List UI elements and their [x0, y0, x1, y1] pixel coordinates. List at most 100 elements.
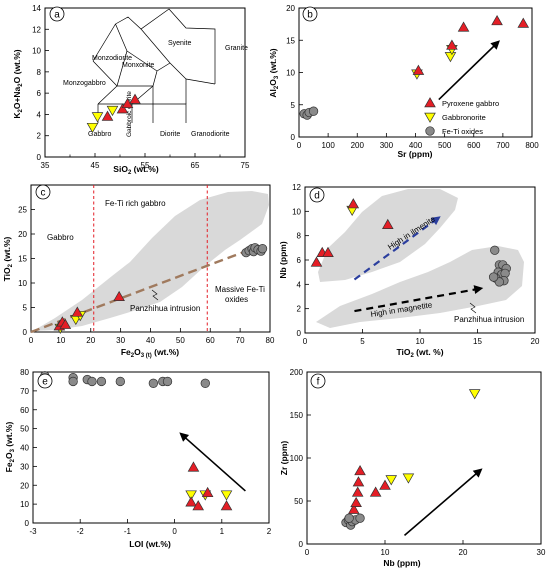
pyroxene-gabbro-point [113, 290, 125, 301]
legend-label: Fe-Ti oxides [442, 127, 483, 136]
y-tick-label: 100 [290, 454, 304, 463]
x-tick-label: 10 [381, 548, 390, 557]
pyroxene-gabbro-point [517, 17, 530, 28]
panel-badges: a b c d e f [35, 6, 326, 389]
panel-d-field-ilmenite [318, 189, 458, 282]
tas-label-granodiorite: Granodiorite [191, 131, 230, 138]
x-tick-label: 2 [267, 527, 272, 536]
y-tick-label: 0 [25, 519, 30, 528]
y-tick-label: 6 [297, 256, 302, 265]
x-tick-label: 80 [266, 336, 275, 345]
panel-a-axes: 35 45 55 65 75 0 2 4 6 8 10 12 14 [32, 4, 250, 170]
panel-a-ylabel: K2O+Na2O (wt.%) [12, 49, 24, 118]
panel-d-label-panzhihua: Panzhihua intrusion [454, 315, 524, 324]
x-tick-label: 30 [116, 336, 125, 345]
y-tick-label: 20 [286, 4, 295, 13]
x-tick-label: 30 [537, 548, 546, 557]
panel-c-axes: 0 10 20 30 40 50 60 70 80 0 5 10 15 20 25 [18, 206, 275, 346]
panel-a-points [86, 93, 141, 134]
legend-label: Pyroxene gabbro [442, 99, 499, 108]
panel-c-dividers [93, 185, 208, 332]
legend-label: Gabbronorite [442, 113, 486, 122]
pyroxene-gabbro-point [351, 486, 364, 497]
x-tick-label: -2 [77, 527, 85, 536]
pyroxene-gabbro-point [446, 39, 458, 50]
y-tick-label: 20 [18, 230, 27, 239]
x-tick-label: 20 [86, 336, 95, 345]
y-tick-label: 150 [290, 411, 304, 420]
trend-arrow-head [179, 432, 190, 442]
panel-a-frame [44, 7, 246, 158]
y-tick-label: 10 [292, 207, 301, 216]
panel-e-points [40, 371, 233, 511]
x-tick-label: 0 [172, 527, 177, 536]
x-tick-label: 100 [321, 141, 335, 150]
panel-badge-circle [37, 373, 53, 389]
panel-d-points [310, 198, 511, 287]
fe-ti-oxides-point [148, 378, 159, 388]
panel-e-frame [32, 371, 270, 524]
panel-d-field-magnetite [316, 246, 524, 328]
panel-b: 0 100 200 300 400 500 600 700 800 0 5 10 15 20 Pyroxe… [268, 4, 539, 159]
x-tick-label: 0 [297, 141, 302, 150]
x-tick-label: 65 [191, 161, 200, 170]
pyroxene-gabbro-point [457, 21, 470, 32]
panel-c-label-massive-fe-ti-1: Massive Fe-Ti [215, 285, 265, 294]
y-tick-label: 14 [32, 4, 41, 13]
x-tick-label: -1 [124, 527, 132, 536]
x-tick-label: 20 [531, 337, 540, 346]
panel-f-ylabel: Zr (ppm) [279, 441, 289, 476]
x-tick-label: 200 [351, 141, 365, 150]
tas-label-gabbro: Gabbro [88, 131, 111, 138]
y-tick-label: 15 [286, 36, 295, 45]
panel-c-trend [30, 250, 247, 334]
legend-marker-fe-ti-oxides [425, 126, 435, 136]
tas-field-boundaries [92, 8, 216, 123]
legend-marker-pyroxene-gabbro [424, 97, 436, 108]
trend-blue-arrow [353, 219, 436, 281]
y-tick-label: 40 [20, 444, 29, 453]
pyroxene-gabbro-point [381, 218, 394, 229]
x-tick-label: 700 [496, 141, 510, 150]
legend-marker-gabbronorite [424, 112, 436, 123]
x-tick-label: 0 [29, 336, 34, 345]
x-tick-label: 35 [41, 161, 50, 170]
panel-label-f: f [317, 377, 320, 388]
panel-f-axes: 0 10 20 30 0 50 100 150 200 [290, 368, 546, 557]
pyroxene-gabbro-point [352, 476, 365, 487]
y-tick-label: 12 [32, 25, 41, 34]
x-tick-label: 600 [467, 141, 481, 150]
pyroxene-gabbro-point [412, 64, 425, 75]
tas-label-monzogabbro: Monzogabbro [63, 80, 106, 87]
y-tick-label: 12 [292, 183, 301, 192]
gabbronorite-point [185, 490, 197, 501]
y-tick-label: 4 [297, 280, 302, 289]
panel-f: 0 10 20 30 0 50 100 150 200 Nb (ppm) Zr (ppm) [279, 368, 546, 568]
gabbronorite-point [106, 105, 119, 117]
y-tick-label: 20 [20, 481, 29, 490]
x-tick-label: 75 [241, 161, 250, 170]
y-tick-label: 30 [20, 462, 29, 471]
panel-label-a: a [54, 10, 60, 21]
panel-badge-circle [35, 184, 51, 200]
y-tick-label: 6 [37, 89, 42, 98]
panel-b-axes: 0 100 200 300 400 500 600 700 800 0 5 10 15 20 [286, 4, 539, 150]
y-tick-label: 70 [20, 387, 29, 396]
panel-c: 0 10 20 30 40 50 60 70 80 0 5 10 15 20 25 Gabbro Fe-Ti… [2, 184, 275, 359]
panel-c-label-fe-ti-rich-gabbro: Fe-Ti rich gabbro [105, 199, 166, 208]
pyroxene-gabbro-point [187, 461, 200, 472]
pyroxene-gabbro-point [379, 479, 391, 490]
panel-label-e: e [42, 377, 48, 388]
tas-label-gabbroic-diorite-text: Gabbroic diorite [126, 91, 133, 137]
panel-label-b: b [307, 10, 313, 21]
gabbronorite-point [91, 112, 104, 123]
tas-label-monxonite: Monxonite [122, 62, 154, 69]
fe-ti-oxides-point [344, 513, 354, 523]
x-tick-label: 1 [220, 527, 225, 536]
pyroxene-gabbro-point [354, 464, 366, 476]
fe-ti-oxides-point [68, 376, 78, 387]
y-tick-label: 2 [297, 305, 302, 314]
panel-label-c: c [41, 188, 46, 199]
panel-d-pointer [469, 302, 477, 314]
